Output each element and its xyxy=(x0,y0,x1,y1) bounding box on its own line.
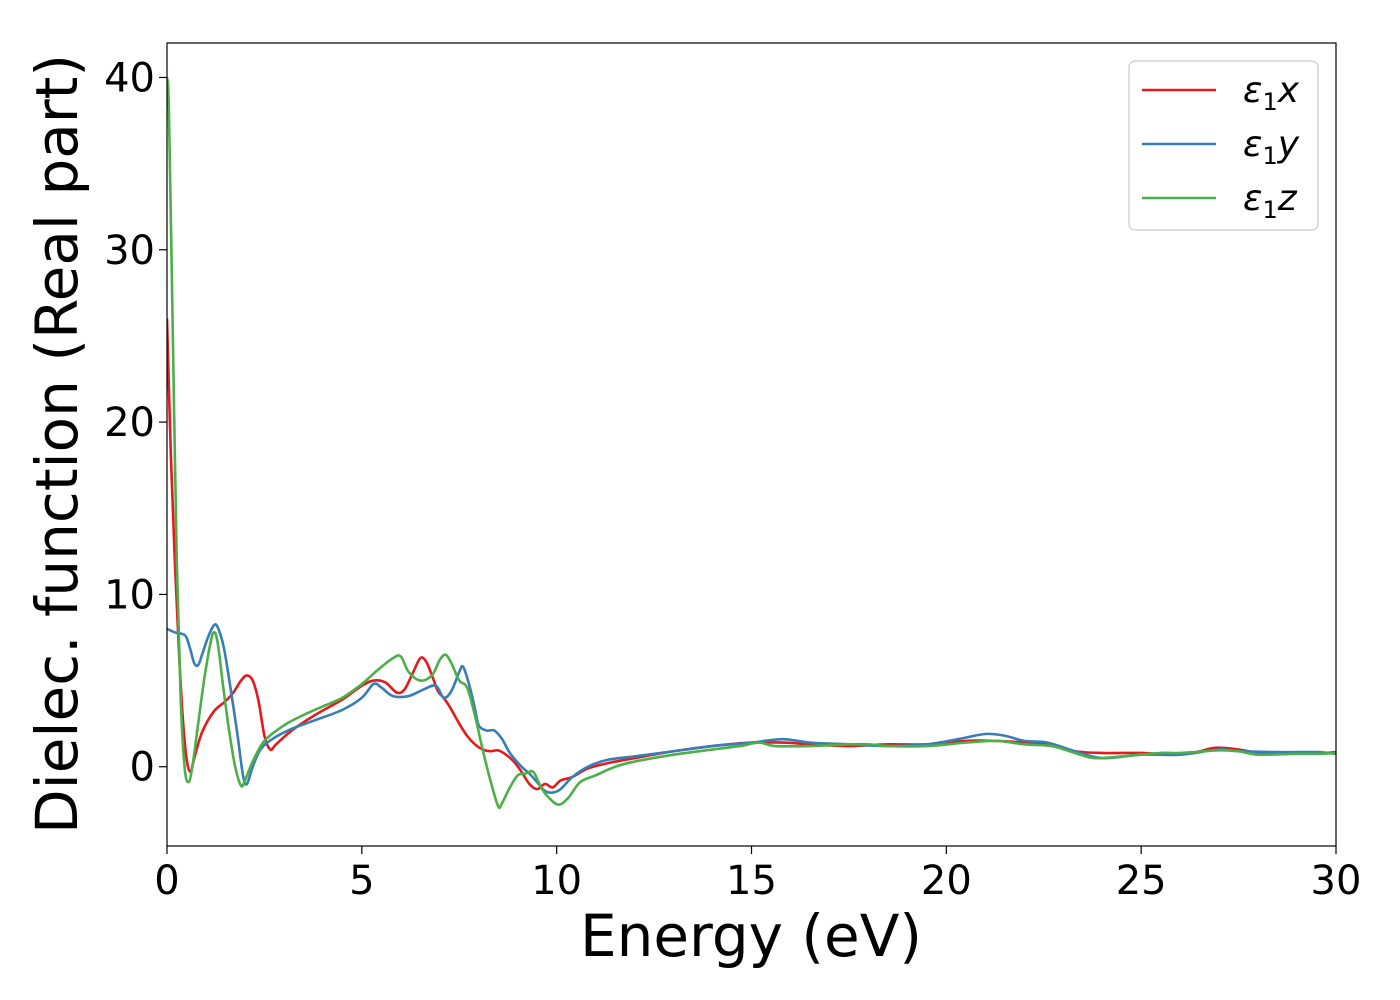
axis-ticks: 0 5 10 15 20 25 30 0 10 20 30 40 xyxy=(104,55,1361,904)
x-tick-label: 0 xyxy=(154,858,179,904)
x-tick-label: 10 xyxy=(531,858,582,904)
x-tick-label: 20 xyxy=(921,858,972,904)
x-tick-label: 5 xyxy=(349,858,374,904)
y-axis-label: Dielec. function (Real part) xyxy=(23,54,91,834)
x-tick-label: 25 xyxy=(1116,858,1167,904)
x-tick-label: 30 xyxy=(1311,858,1362,904)
x-axis-label: Energy (eV) xyxy=(580,902,922,970)
y-tick-label: 10 xyxy=(104,572,155,618)
y-tick-label: 40 xyxy=(104,55,155,101)
legend: ε1x ε1y ε1z xyxy=(1128,60,1319,231)
y-tick-label: 0 xyxy=(130,745,155,791)
series-line-x xyxy=(167,318,1336,791)
y-tick-label: 20 xyxy=(104,400,155,446)
x-tick-label: 15 xyxy=(726,858,777,904)
series-line-y xyxy=(167,623,1336,794)
series-line-z xyxy=(167,77,1336,810)
legend-label-x: ε1x xyxy=(1243,70,1300,116)
legend-label-y: ε1y xyxy=(1243,124,1300,170)
legend-label-z: ε1z xyxy=(1243,178,1298,224)
y-tick-label: 30 xyxy=(104,228,155,274)
legend-box xyxy=(1128,60,1319,231)
